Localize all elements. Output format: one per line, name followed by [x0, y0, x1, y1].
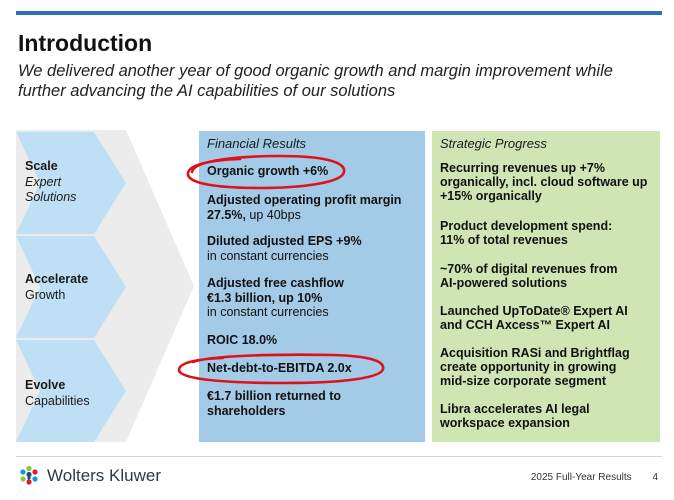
fin-item-free-cashflow: Adjusted free cashflow €1.3 billion, up … [207, 276, 421, 320]
fin-item-eps-bold: Diluted adjusted EPS +9% [207, 234, 362, 248]
report-name: 2025 Full-Year Results [530, 472, 632, 483]
fin-item-roic: ROIC 18.0% [207, 333, 421, 348]
pillar-evolve-title: Evolve [25, 378, 66, 392]
fin-item-operating-margin-normal: up 40bps [245, 207, 301, 222]
footer-brand: Wolters Kluwer [18, 465, 161, 487]
fin-item-free-cashflow-bold: Adjusted free cashflow €1.3 billion, up … [207, 276, 344, 305]
strategic-progress-column: Strategic Progress Recurring revenues up… [432, 131, 660, 442]
footer-info: 2025 Full-Year Results 4 [513, 472, 658, 483]
pillar-accelerate-label: Accelerate Growth [25, 272, 88, 303]
fin-item-organic-growth: Organic growth +6% [207, 164, 421, 179]
fin-item-eps-normal: in constant currencies [207, 248, 329, 263]
chevron-accelerate [16, 236, 126, 338]
fin-item-net-debt: Net-debt-to-EBITDA 2.0x [207, 361, 421, 376]
fin-item-shareholder-returns-text: €1.7 billion returned to shareholders [207, 389, 342, 418]
pillars-panel: Scale Expert Solutions Accelerate Growth… [16, 130, 196, 442]
chevron-scale [16, 132, 126, 234]
slide-title: Introduction [18, 30, 153, 56]
pillar-evolve-sub: Capabilities [25, 393, 90, 408]
slide-subtitle: We delivered another year of good organi… [18, 62, 613, 100]
financial-results-heading: Financial Results [207, 136, 306, 151]
pillar-scale-sub2: Solutions [25, 190, 77, 204]
financial-results-column: Financial Results Organic growth +6% Adj… [199, 131, 425, 442]
brand-name: Wolters Kluwer [47, 466, 161, 485]
chevron-evolve [16, 340, 126, 442]
fin-item-operating-margin-bold: Adjusted operating profit margin 27.5%, [207, 193, 402, 222]
chevron-graphic [16, 130, 194, 442]
str-item-expert-ai-launch: Launched UpToDate® Expert AI and CCH Axc… [440, 304, 628, 332]
pillar-evolve-label: Evolve Capabilities [25, 378, 90, 409]
fin-item-free-cashflow-normal: in constant currencies [207, 305, 329, 319]
pillar-accelerate-sub: Growth [25, 287, 66, 302]
str-item-product-development: Product development spend: 11% of total … [440, 219, 613, 247]
footer-divider [16, 456, 662, 457]
top-accent-rule [16, 11, 662, 15]
str-item-acquisitions: Acquisition RASi and Brightflag create o… [440, 346, 630, 388]
pillar-scale-label: Scale Expert Solutions [25, 159, 76, 206]
str-item-recurring-revenues: Recurring revenues up +7% organically, i… [440, 161, 648, 203]
wolters-kluwer-logo-icon [20, 465, 38, 485]
fin-item-organic-growth-text: Organic growth +6% [207, 164, 329, 178]
fin-item-eps: Diluted adjusted EPS +9% in constant cur… [207, 234, 421, 263]
str-item-digital-revenues: ~70% of digital revenues from AI-powered… [440, 262, 618, 290]
str-item-libra: Libra accelerates AI legal workspace exp… [440, 402, 590, 430]
fin-item-roic-text: ROIC 18.0% [207, 333, 278, 347]
fin-item-net-debt-text: Net-debt-to-EBITDA 2.0x [207, 361, 352, 375]
strategic-progress-heading: Strategic Progress [440, 136, 547, 151]
fin-item-operating-margin: Adjusted operating profit margin 27.5%, … [207, 193, 421, 222]
pillar-scale-sub1: Expert [25, 174, 62, 189]
pillar-accelerate-title: Accelerate [25, 272, 89, 286]
pillar-scale-title: Scale [25, 159, 58, 173]
page-number: 4 [652, 472, 658, 483]
fin-item-shareholder-returns: €1.7 billion returned to shareholders [207, 389, 377, 418]
